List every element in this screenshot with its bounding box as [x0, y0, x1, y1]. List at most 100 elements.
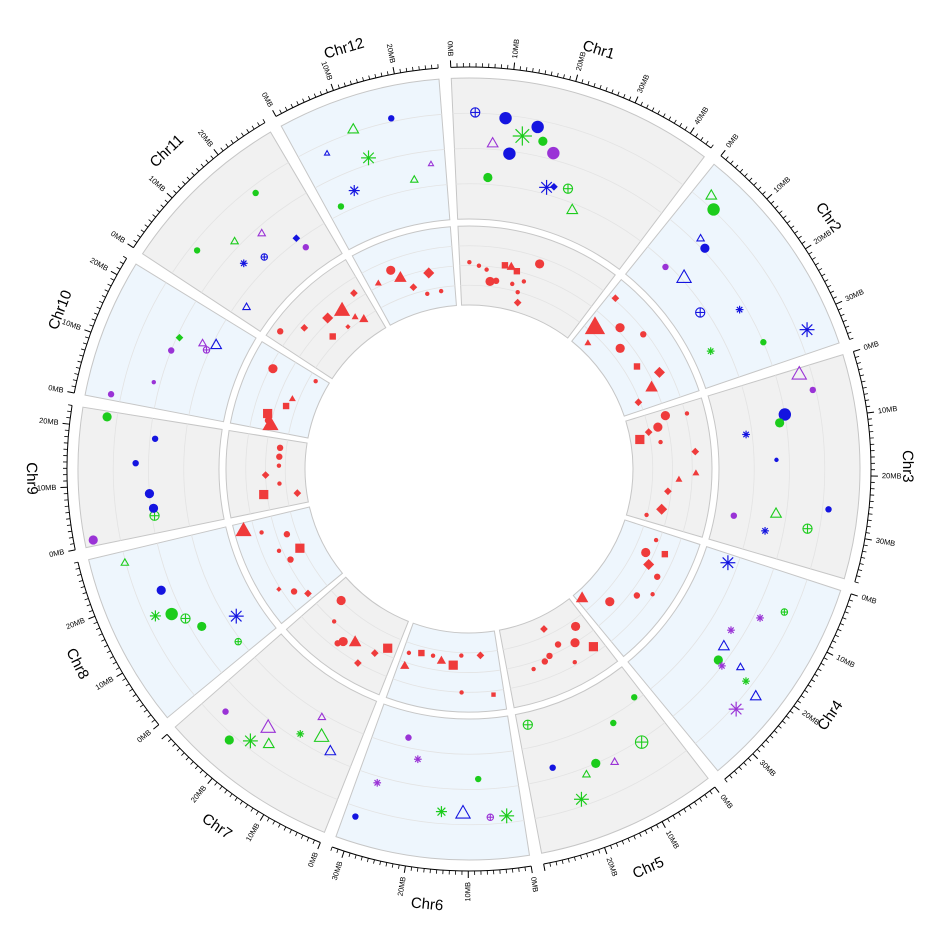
- gridline: [695, 579, 808, 744]
- minor-tick: [181, 752, 185, 756]
- major-tick: [110, 270, 118, 276]
- inner-point-square: [501, 262, 509, 269]
- inner-panel-chr2: [571, 278, 700, 417]
- minor-tick: [224, 789, 228, 794]
- inner-point-circle: [277, 328, 284, 335]
- inner-point-circle: [476, 263, 482, 268]
- inner-point-diamond: [644, 428, 653, 436]
- inner-point-circle: [459, 690, 464, 695]
- minor-tick: [867, 519, 872, 521]
- gridline: [371, 265, 454, 291]
- minor-tick: [313, 93, 317, 98]
- inner-point-circle: [492, 277, 500, 285]
- inner-point-square: [635, 434, 645, 445]
- minor-tick: [859, 374, 865, 377]
- major-tick: [392, 67, 395, 75]
- gridline: [503, 614, 582, 650]
- major-tick: [166, 192, 173, 199]
- gridline: [454, 148, 663, 214]
- minor-tick: [195, 167, 200, 172]
- outer-point-asterisk: [799, 322, 815, 338]
- inner-point-circle: [276, 548, 282, 554]
- minor-tick: [399, 68, 401, 73]
- minor-tick: [279, 109, 282, 114]
- minor-tick: [725, 156, 729, 160]
- major-tick: [153, 724, 160, 730]
- tick-label: 0MB: [718, 793, 735, 811]
- gridline: [775, 375, 790, 560]
- minor-tick: [69, 543, 75, 545]
- inner-point-square: [491, 692, 496, 697]
- outer-point-circle-plus: [486, 813, 495, 821]
- minor-tick: [319, 91, 323, 96]
- gridline: [371, 736, 514, 755]
- tick-label: 0MB: [306, 851, 320, 869]
- gridline: [359, 769, 519, 790]
- outer-point-asterisk: [361, 150, 376, 166]
- minor-tick: [830, 290, 835, 294]
- outer-track-marks: [88, 107, 832, 824]
- major-tick: [826, 651, 834, 656]
- minor-tick: [245, 804, 249, 809]
- minor-tick: [330, 846, 333, 851]
- inner-point-square: [329, 333, 336, 340]
- outer-point-asterisk: [735, 305, 744, 314]
- gridline: [284, 439, 290, 507]
- minor-tick: [75, 366, 80, 369]
- minor-tick: [239, 800, 243, 805]
- minor-tick: [839, 623, 844, 626]
- gridline: [188, 319, 227, 416]
- inner-point-diamond: [370, 649, 379, 657]
- minor-tick: [785, 715, 790, 719]
- minor-tick: [824, 279, 829, 282]
- tick-label: 30MB: [635, 73, 651, 95]
- minor-tick: [137, 234, 141, 238]
- inner-point-triangle: [675, 475, 683, 482]
- chromosome-label: Chr4: [814, 697, 846, 733]
- minor-tick: [778, 210, 783, 214]
- minor-tick: [354, 854, 357, 859]
- chromosome-label: Chr12: [322, 35, 366, 63]
- minor-tick: [538, 69, 540, 74]
- minor-tick: [743, 762, 747, 766]
- gridline: [510, 645, 606, 689]
- minor-tick: [808, 251, 813, 255]
- gridline: [122, 551, 195, 696]
- minor-tick: [611, 89, 614, 94]
- gridline: [288, 372, 313, 435]
- axis-line-chr3: [852, 351, 872, 582]
- gridline: [201, 192, 307, 293]
- minor-tick: [295, 832, 298, 837]
- axis-line-chr10: [73, 258, 128, 394]
- minor-tick: [748, 177, 753, 182]
- inner-point-diamond: [691, 447, 700, 456]
- outer-point-triangle: [791, 365, 808, 380]
- chromosome-label: Chr6: [410, 894, 444, 914]
- inner-point-circle: [572, 659, 577, 665]
- tick-label: 20MB: [396, 876, 408, 897]
- minor-tick: [842, 617, 847, 620]
- inner-point-triangle: [288, 395, 296, 402]
- minor-tick: [84, 598, 89, 601]
- gridline: [452, 112, 684, 186]
- minor-tick: [79, 354, 84, 357]
- minor-tick: [143, 709, 148, 713]
- major-tick: [213, 149, 219, 156]
- major-tick: [84, 329, 92, 333]
- minor-tick: [84, 336, 90, 339]
- outer-panel-chr11: [141, 131, 343, 333]
- inner-panel-chr5: [498, 598, 619, 709]
- outer-point-asterisk: [756, 614, 764, 622]
- outer-point-circle: [405, 734, 412, 741]
- inner-point-square: [633, 363, 641, 370]
- tick-label: 20MB: [65, 616, 87, 632]
- outer-point-circle: [547, 146, 560, 160]
- inner-point-circle: [541, 658, 549, 665]
- outer-point-asterisk: [706, 347, 715, 355]
- minor-tick: [66, 524, 71, 526]
- data-marks: [88, 107, 832, 824]
- inner-point-circle: [313, 378, 318, 384]
- tick-label: 10MB: [94, 674, 115, 692]
- major-tick: [116, 672, 123, 678]
- minor-tick: [405, 67, 408, 72]
